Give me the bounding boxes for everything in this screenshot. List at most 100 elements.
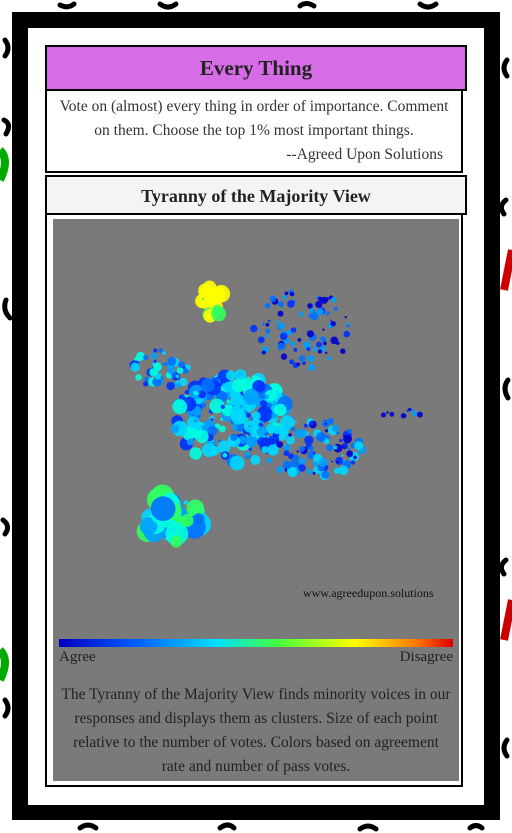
legend-low: Agree (59, 649, 96, 665)
cluster-point (288, 433, 292, 437)
cluster-point (300, 448, 303, 451)
cluster-point (400, 413, 407, 419)
cluster-point (264, 302, 271, 309)
cluster-point (258, 391, 261, 394)
cluster-point (333, 467, 340, 474)
cluster-point (230, 433, 238, 441)
cluster-point (210, 287, 226, 303)
cluster-point (229, 455, 245, 471)
cluster-point (197, 392, 200, 395)
cluster-point (164, 362, 168, 366)
cluster-point (223, 381, 235, 393)
cluster-point (312, 309, 315, 312)
cluster-point (381, 412, 386, 418)
cluster-point (347, 447, 351, 451)
cluster-point (225, 370, 236, 381)
cluster-point (296, 450, 299, 453)
cluster-point (251, 411, 261, 421)
cluster-point (344, 316, 347, 319)
cluster-point (325, 351, 328, 355)
caption: The Tyranny of the Majority View finds m… (61, 686, 451, 775)
description-box: Vote on (almost) every thing in order of… (45, 89, 463, 173)
cluster-point (304, 435, 314, 445)
cluster-point (274, 403, 287, 417)
cluster-point (308, 363, 316, 372)
header-title: Every Thing (45, 45, 467, 91)
cluster-point (277, 301, 284, 308)
view-area: www.agreedupon.solutions Agree Disagree … (53, 219, 459, 781)
cluster-point (276, 466, 284, 474)
cluster-point (316, 432, 326, 442)
cluster-point (214, 423, 221, 429)
cluster-point (262, 322, 265, 326)
cluster-plot (59, 280, 453, 647)
cluster-point (316, 341, 323, 348)
cluster-point (335, 456, 344, 465)
cluster-point (257, 336, 265, 344)
cluster-point (201, 378, 215, 392)
cluster-point (209, 398, 225, 414)
cluster-point (176, 367, 184, 374)
cluster-point (281, 427, 285, 431)
cluster-point (231, 409, 247, 425)
cluster-point (289, 459, 299, 468)
cluster-point (342, 442, 348, 448)
cluster-point (135, 374, 142, 381)
cluster-point (289, 359, 295, 365)
cluster-point (306, 330, 314, 338)
cluster-point (189, 447, 202, 460)
cluster-point (333, 306, 338, 311)
cluster-point (172, 399, 188, 415)
cluster-point (340, 348, 346, 354)
cluster-point (184, 389, 190, 395)
cluster-point (287, 300, 295, 308)
legend-high: Disagree (399, 649, 453, 665)
cluster-point (323, 341, 327, 346)
cluster-point (336, 460, 339, 464)
cluster-point (315, 300, 323, 309)
color-bar (59, 639, 453, 647)
cluster-point (280, 353, 288, 360)
cluster-point (326, 444, 334, 452)
cluster-point (250, 324, 258, 333)
cluster-point (212, 304, 223, 315)
cluster-point (201, 298, 204, 301)
cluster-point (285, 435, 296, 445)
cluster-point (175, 380, 179, 384)
cluster-point (192, 513, 205, 525)
cluster-point (265, 334, 270, 338)
cluster-point (167, 366, 175, 375)
cluster-point (180, 514, 194, 527)
cluster-point (248, 447, 252, 451)
cluster-point (285, 430, 289, 433)
cluster-point (307, 303, 313, 309)
cluster-point (201, 424, 206, 429)
cluster-point (161, 363, 164, 366)
cluster-point (299, 355, 306, 362)
cluster-point (246, 413, 251, 418)
cluster-point (330, 296, 337, 303)
cluster-point (268, 447, 271, 451)
cluster-point (259, 400, 268, 408)
cluster-point (277, 310, 284, 317)
cluster-point (328, 296, 332, 300)
cluster-point (193, 391, 198, 396)
cluster-point (210, 418, 214, 421)
watermark: www.agreedupon.solutions (303, 586, 434, 600)
cluster-point (327, 356, 332, 361)
cluster-point (257, 436, 267, 447)
cluster-point (193, 418, 198, 423)
cluster-point (290, 341, 296, 347)
cluster-point (284, 291, 289, 296)
cluster-point (143, 354, 149, 360)
cluster-point (346, 450, 354, 458)
cluster-point (308, 445, 314, 451)
cluster-point (289, 291, 295, 297)
cluster-point (226, 399, 231, 404)
cluster-point (312, 451, 316, 454)
cluster-point (386, 411, 389, 414)
cluster-point (313, 461, 318, 467)
cluster-point (278, 433, 286, 441)
cluster-point (219, 425, 226, 433)
cluster-point (171, 372, 177, 378)
